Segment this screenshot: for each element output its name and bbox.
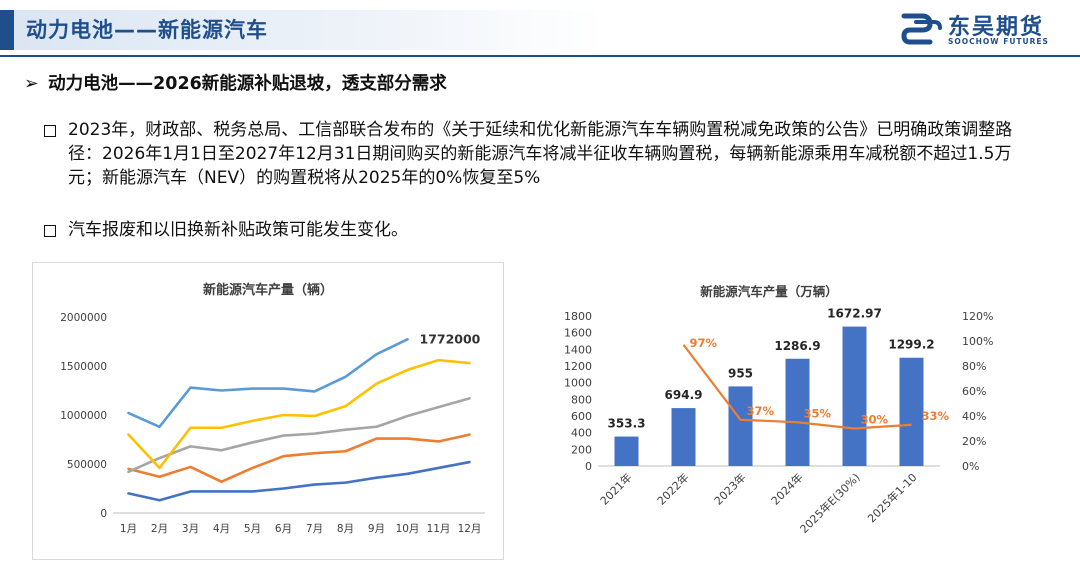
line-series-yellow: [127, 358, 471, 470]
x-tick-label: 8月: [337, 523, 354, 535]
bullet-text: 2023年，财政部、税务总局、工信部联合发布的《关于延续和优化新能源汽车车辆购置…: [68, 120, 1013, 188]
y-tick-label: 2000000: [60, 312, 107, 324]
x-tick-label: 4月: [213, 523, 230, 535]
growth-value-label: 97%: [690, 336, 718, 350]
annual-production-chart: 新能源汽车产量（万辆） 0 200 400 600 800 1000 1200 1400 1600…: [564, 284, 993, 536]
growth-value-label: 37%: [747, 404, 775, 418]
y-left-tick-label: 1200: [564, 360, 592, 373]
line-series-blue: [127, 460, 471, 502]
bar-value-label: 1286.9: [774, 339, 820, 353]
x-tick-label: 2024年: [768, 470, 805, 507]
bar: [614, 436, 639, 466]
bullet-item: 2023年，财政部、税务总局、工信部联合发布的《关于延续和优化新能源汽车车辆购置…: [44, 118, 1044, 190]
x-tick-label: 11月: [427, 523, 451, 535]
header: 动力电池——新能源汽车 东吴期货 SOOCHOW FUTURES: [0, 0, 1080, 62]
line-series-orange: [127, 433, 471, 483]
bar-value-label: 1672.97: [827, 307, 882, 321]
company-logo: 东吴期货 SOOCHOW FUTURES: [900, 8, 1070, 48]
chart-title: 新能源汽车产量（万辆）: [700, 284, 838, 299]
chart-title: 新能源汽车产量（辆）: [203, 282, 333, 298]
y-tick-label: 1500000: [60, 361, 107, 373]
y-right-tick-label: 40%: [962, 410, 986, 423]
arrow-bullet-icon: ➢: [24, 74, 39, 94]
line-series-gray: [127, 397, 471, 474]
x-tick-label: 7月: [306, 523, 323, 535]
bar: [671, 408, 696, 466]
header-band: [14, 10, 604, 50]
square-bullet-icon: [44, 225, 56, 237]
y-left-tick-label: 1600: [564, 327, 592, 340]
x-tick-label: 12月: [458, 523, 482, 535]
x-tick-label: 3月: [182, 523, 199, 535]
y-left-tick-label: 1800: [564, 310, 592, 323]
y-left-tick-label: 200: [571, 443, 592, 456]
y-right-tick-label: 60%: [962, 385, 986, 398]
page-title: 动力电池——新能源汽车: [26, 18, 268, 42]
y-left-tick-label: 600: [571, 410, 592, 423]
y-right-tick-label: 100%: [962, 335, 993, 348]
growth-value-label: 35%: [804, 406, 832, 420]
bar-value-label: 353.3: [608, 417, 646, 431]
section-title: ➢ 动力电池——2026新能源补贴退坡，透支部分需求: [24, 70, 447, 95]
y-left-tick-label: 400: [571, 427, 592, 440]
data-label-peak: 1772000: [420, 331, 481, 346]
x-tick-label: 2月: [151, 523, 168, 535]
y-right-tick-label: 0%: [962, 460, 979, 473]
x-tick-label: 2023年: [711, 470, 748, 507]
x-tick-label: 2025年E(30%): [797, 470, 863, 536]
monthly-production-chart: 新能源汽车产量（辆） 0 500000 1000000 1500000 2000000 1月…: [60, 282, 485, 535]
y-right-tick-label: 120%: [962, 310, 993, 323]
y-left-tick-label: 800: [571, 393, 592, 406]
x-tick-label: 1月: [120, 523, 137, 535]
monthly-production-chart-frame: 新能源汽车产量（辆） 0 500000 1000000 1500000 2000000 1月…: [32, 262, 504, 560]
logo-mark-icon: [901, 13, 942, 45]
logo-name-en: SOOCHOW FUTURES: [948, 37, 1049, 46]
bar: [728, 386, 753, 466]
y-left-tick-label: 1400: [564, 343, 592, 356]
y-tick-label: 1000000: [60, 410, 107, 422]
bar: [842, 326, 867, 466]
x-tick-label: 5月: [244, 523, 261, 535]
x-tick-label: 2021年: [597, 470, 634, 507]
bar-value-label: 1299.2: [888, 338, 934, 352]
growth-value-label: 33%: [922, 409, 950, 423]
logo-name-cn: 东吴期货: [948, 15, 1045, 40]
x-tick-label: 10月: [396, 523, 420, 535]
y-right-tick-label: 80%: [962, 360, 986, 373]
x-tick-label: 2025年1-10: [864, 470, 919, 525]
y-tick-label: 0: [100, 508, 107, 520]
header-divider: [0, 55, 1080, 57]
y-left-tick-label: 0: [585, 460, 592, 473]
bar: [785, 358, 810, 466]
bar: [899, 357, 924, 466]
line-series-lightblue: [127, 338, 409, 429]
bar-value-label: 955: [728, 366, 753, 380]
y-left-tick-label: 1000: [564, 377, 592, 390]
bar-value-label: 694.9: [665, 388, 703, 402]
bullet-text: 汽车报废和以旧换新补贴政策可能发生变化。: [68, 220, 408, 240]
growth-value-label: 30%: [861, 413, 889, 427]
x-tick-label: 2022年: [654, 470, 691, 507]
section-title-text: 动力电池——2026新能源补贴退坡，透支部分需求: [48, 74, 447, 94]
growth-line: [682, 344, 912, 430]
y-right-tick-label: 20%: [962, 435, 986, 448]
x-tick-label: 6月: [275, 523, 292, 535]
square-bullet-icon: [44, 125, 56, 137]
bullet-item: 汽车报废和以旧换新补贴政策可能发生变化。: [44, 218, 1044, 242]
x-tick-label: 9月: [368, 523, 385, 535]
header-accent-bar: [0, 10, 14, 50]
y-tick-label: 500000: [67, 459, 107, 471]
